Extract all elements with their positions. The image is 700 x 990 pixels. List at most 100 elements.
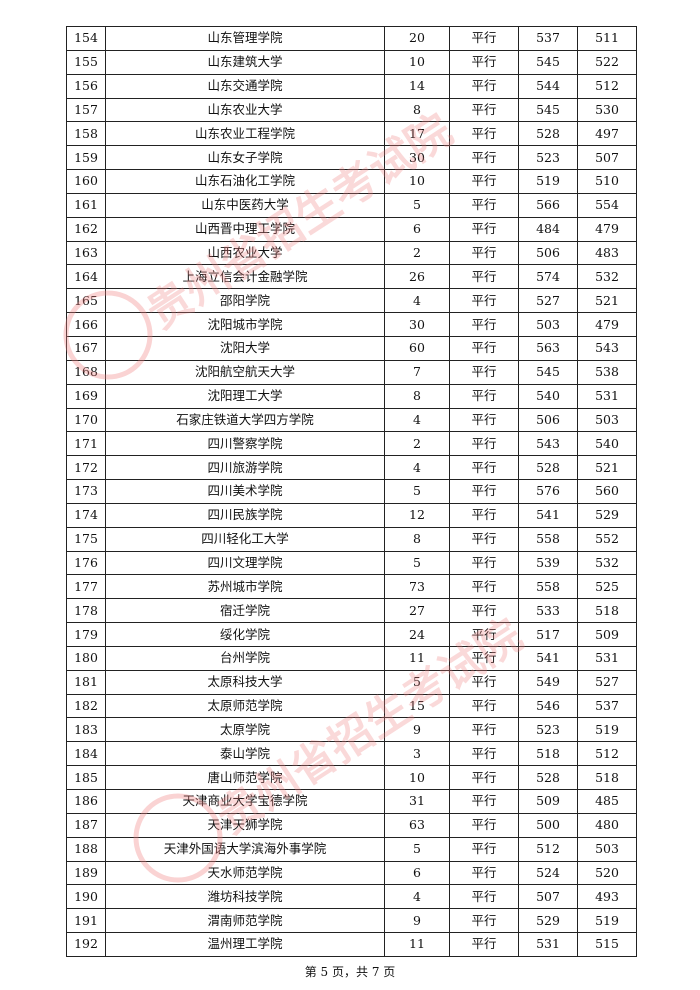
plan-count: 5 (384, 669, 450, 695)
plan-count: 73 (384, 574, 450, 600)
table-row: 178 宿迁学院 27 平行 533 518 (66, 598, 637, 624)
max-score: 531 (518, 932, 578, 957)
plan-count: 11 (384, 932, 450, 957)
row-number: 183 (66, 717, 106, 743)
row-number: 182 (66, 693, 106, 719)
table-row: 176 四川文理学院 5 平行 539 532 (66, 550, 637, 576)
institution-name: 潍坊科技学院 (105, 884, 385, 910)
institution-name: 太原科技大学 (105, 669, 385, 695)
min-score: 538 (577, 359, 637, 385)
table-row: 170 石家庄铁道大学四方学院 4 平行 506 503 (66, 407, 637, 433)
table-row: 188 天津外国语大学滨海外事学院 5 平行 512 503 (66, 836, 637, 862)
plan-count: 9 (384, 908, 450, 934)
plan-count: 9 (384, 717, 450, 743)
batch-type: 平行 (449, 574, 519, 600)
min-score: 522 (577, 49, 637, 75)
row-number: 191 (66, 908, 106, 934)
row-number: 174 (66, 502, 106, 528)
institution-name: 邵阳学院 (105, 288, 385, 314)
min-score: 518 (577, 598, 637, 624)
min-score: 532 (577, 550, 637, 576)
table-row: 192 温州理工学院 11 平行 531 515 (66, 932, 637, 957)
institution-name: 四川轻化工大学 (105, 526, 385, 552)
row-number: 157 (66, 97, 106, 123)
max-score: 484 (518, 216, 578, 242)
max-score: 574 (518, 264, 578, 290)
institution-name: 沈阳航空航天大学 (105, 359, 385, 385)
batch-type: 平行 (449, 335, 519, 361)
max-score: 539 (518, 550, 578, 576)
institution-name: 四川文理学院 (105, 550, 385, 576)
institution-name: 山东建筑大学 (105, 49, 385, 75)
max-score: 558 (518, 526, 578, 552)
row-number: 154 (66, 26, 106, 51)
table-row: 173 四川美术学院 5 平行 576 560 (66, 479, 637, 504)
max-score: 543 (518, 431, 578, 457)
row-number: 163 (66, 240, 106, 266)
institution-name: 唐山师范学院 (105, 765, 385, 790)
institution-name: 泰山学院 (105, 741, 385, 767)
min-score: 543 (577, 335, 637, 361)
min-score: 530 (577, 97, 637, 123)
institution-name: 苏州城市学院 (105, 574, 385, 600)
row-number: 177 (66, 574, 106, 600)
plan-count: 2 (384, 431, 450, 457)
min-score: 485 (577, 789, 637, 814)
table-row: 186 天津商业大学宝德学院 31 平行 509 485 (66, 789, 637, 814)
row-number: 171 (66, 431, 106, 457)
min-score: 552 (577, 526, 637, 552)
institution-name: 四川警察学院 (105, 431, 385, 457)
row-number: 165 (66, 288, 106, 314)
plan-count: 14 (384, 73, 450, 99)
plan-count: 10 (384, 169, 450, 194)
row-number: 172 (66, 455, 106, 481)
max-score: 541 (518, 502, 578, 528)
min-score: 480 (577, 812, 637, 838)
row-number: 168 (66, 359, 106, 385)
row-number: 159 (66, 145, 106, 171)
table-row: 156 山东交通学院 14 平行 544 512 (66, 73, 637, 99)
batch-type: 平行 (449, 526, 519, 552)
batch-type: 平行 (449, 49, 519, 75)
institution-name: 山东管理学院 (105, 26, 385, 51)
row-number: 189 (66, 860, 106, 886)
batch-type: 平行 (449, 288, 519, 314)
row-number: 166 (66, 312, 106, 337)
institution-name: 四川民族学院 (105, 502, 385, 528)
table-row: 167 沈阳大学 60 平行 563 543 (66, 335, 637, 361)
min-score: 483 (577, 240, 637, 266)
institution-name: 渭南师范学院 (105, 908, 385, 934)
institution-name: 四川美术学院 (105, 479, 385, 504)
table-row: 189 天水师范学院 6 平行 524 520 (66, 860, 637, 886)
max-score: 558 (518, 574, 578, 600)
plan-count: 24 (384, 622, 450, 647)
institution-name: 山东石油化工学院 (105, 169, 385, 194)
institution-name: 太原学院 (105, 717, 385, 743)
max-score: 528 (518, 121, 578, 147)
table-row: 177 苏州城市学院 73 平行 558 525 (66, 574, 637, 600)
max-score: 544 (518, 73, 578, 99)
max-score: 523 (518, 145, 578, 171)
min-score: 560 (577, 479, 637, 504)
min-score: 531 (577, 645, 637, 671)
institution-name: 宿迁学院 (105, 598, 385, 624)
row-number: 158 (66, 121, 106, 147)
institution-name: 山东农业大学 (105, 97, 385, 123)
min-score: 509 (577, 622, 637, 647)
min-score: 503 (577, 407, 637, 433)
min-score: 537 (577, 693, 637, 719)
plan-count: 8 (384, 526, 450, 552)
institution-name: 绥化学院 (105, 622, 385, 647)
min-score: 519 (577, 908, 637, 934)
institution-name: 沈阳城市学院 (105, 312, 385, 337)
plan-count: 3 (384, 741, 450, 767)
batch-type: 平行 (449, 622, 519, 647)
min-score: 512 (577, 73, 637, 99)
table-row: 166 沈阳城市学院 30 平行 503 479 (66, 312, 637, 337)
min-score: 518 (577, 765, 637, 790)
min-score: 511 (577, 26, 637, 51)
institution-name: 石家庄铁道大学四方学院 (105, 407, 385, 433)
page-footer: 第 5 页，共 7 页 (304, 965, 396, 979)
plan-count: 15 (384, 693, 450, 719)
institution-name: 台州学院 (105, 645, 385, 671)
